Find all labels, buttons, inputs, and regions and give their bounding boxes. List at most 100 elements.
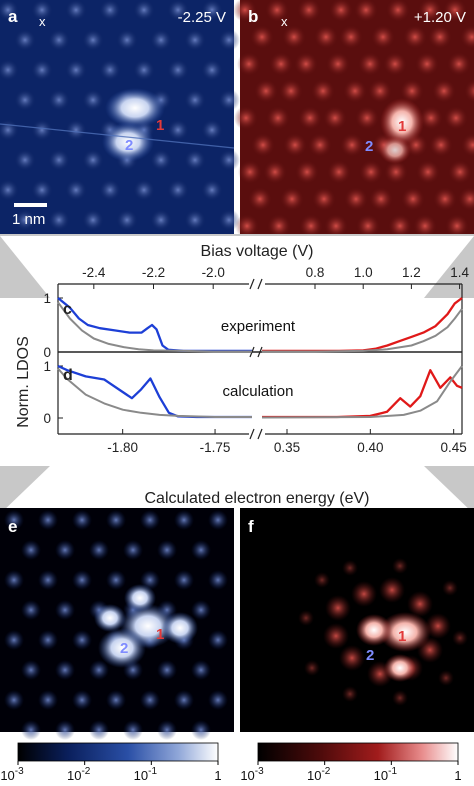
lattice-spot [123, 540, 143, 560]
scalebar-label: 1 nm [12, 211, 45, 228]
hotspot [384, 654, 416, 682]
lattice-spot [31, 119, 53, 141]
site-label-f-2: 2 [366, 647, 374, 664]
colorbar-tick-label: 10-2 [67, 766, 91, 783]
lattice-spot [415, 52, 439, 76]
x-tick-label: 1.2 [402, 265, 421, 280]
lattice-spot [265, 0, 289, 22]
axis-break [257, 346, 263, 358]
panel-b-map: b x +1.20 V 1 2 [233, 0, 474, 238]
lattice-spot [82, 149, 104, 171]
lattice-spot [106, 690, 126, 710]
lattice-spot [150, 149, 172, 171]
series-line-gray [57, 367, 252, 418]
lattice-spot [191, 600, 211, 620]
lattice-spot [279, 79, 303, 103]
lattice-spot [429, 133, 453, 157]
lattice-spot [445, 214, 469, 238]
lattice-spot [251, 133, 275, 157]
lattice-spot [386, 0, 410, 22]
lattice-spot [237, 52, 261, 76]
lattice-spot [21, 720, 41, 740]
lattice-spot [167, 59, 189, 81]
axis-break [257, 428, 263, 440]
lattice-spot [4, 570, 24, 590]
axis-break [249, 278, 255, 290]
hotspot-b-2 [379, 136, 411, 164]
lattice-spot [72, 510, 92, 530]
lattice-spot [55, 600, 75, 620]
lattice-spot [218, 209, 240, 231]
lattice-spot [297, 0, 321, 22]
lattice-spot [298, 610, 314, 626]
lattice-spot [140, 690, 160, 710]
band-top [0, 234, 474, 248]
x-tick-label: -2.0 [202, 265, 225, 280]
lattice-spot [401, 187, 425, 211]
y-tick-label: 0 [43, 345, 51, 360]
lattice-spot [443, 0, 467, 22]
lattice-spot [248, 187, 272, 211]
lattice-spot [269, 52, 293, 76]
lattice-spot [116, 29, 138, 51]
lattice-spot [329, 0, 353, 22]
lattice-spot [55, 720, 75, 740]
lattice-spot [123, 720, 143, 740]
site-label-a-2: 2 [125, 137, 133, 154]
lattice-spot [89, 540, 109, 560]
y-tick-label: 1 [43, 359, 51, 374]
band-left-top [0, 236, 50, 298]
lattice-spot [266, 106, 290, 130]
lattice-spot [133, 179, 155, 201]
lattice-spot [444, 106, 468, 130]
lattice-spot [368, 79, 392, 103]
axis-break [257, 278, 263, 290]
voltage-b: +1.20 V [414, 9, 466, 26]
lattice-spot [191, 540, 211, 560]
lattice-spot [0, 0, 19, 21]
lattice-spot [355, 106, 379, 130]
colorbar-tick-label: 10-3 [0, 766, 24, 783]
lattice-spot [65, 119, 87, 141]
lattice-spot [460, 25, 474, 49]
lattice-spot [82, 209, 104, 231]
site-label-e-2: 2 [120, 640, 128, 657]
lattice-spot [356, 214, 380, 238]
lattice-spot [314, 25, 338, 49]
x-tick-label: -2.4 [82, 265, 106, 280]
lattice-spot [184, 89, 206, 111]
x-tick-label: -2.2 [142, 265, 165, 280]
lattice-spot [14, 149, 36, 171]
lattice-spot [323, 106, 347, 130]
lattice-spot [208, 570, 228, 590]
hotspot-b-1 [380, 98, 424, 146]
lattice-spot [55, 660, 75, 680]
lattice-spot [167, 119, 189, 141]
lattice-spot [191, 720, 211, 740]
lattice-spot [314, 572, 330, 588]
x-tick-label: 0.40 [357, 440, 383, 455]
lattice-spot [323, 623, 349, 649]
lattice-spot [21, 660, 41, 680]
lattice-spot [133, 59, 155, 81]
x-tick-label: 0.35 [274, 440, 300, 455]
lattice-spot [283, 133, 307, 157]
lattice-spot [304, 660, 320, 676]
lattice-spot [174, 690, 194, 710]
lattice-spot [392, 690, 408, 706]
hotspot [162, 612, 198, 644]
lattice-spot [312, 187, 336, 211]
lattice-spot [48, 149, 70, 171]
lattice-spot [72, 630, 92, 650]
hotspot-a-2 [102, 122, 154, 162]
lattice-spot [458, 187, 474, 211]
lattice-spot [358, 52, 382, 76]
lattice-spot [72, 690, 92, 710]
lattice-spot [174, 570, 194, 590]
lattice-spot [201, 179, 223, 201]
lattice-spot [208, 630, 228, 650]
lattice-spot [294, 52, 318, 76]
lattice-spot [295, 160, 319, 184]
x-tick-label: 0.45 [441, 440, 467, 455]
band-top-strip [0, 234, 474, 236]
